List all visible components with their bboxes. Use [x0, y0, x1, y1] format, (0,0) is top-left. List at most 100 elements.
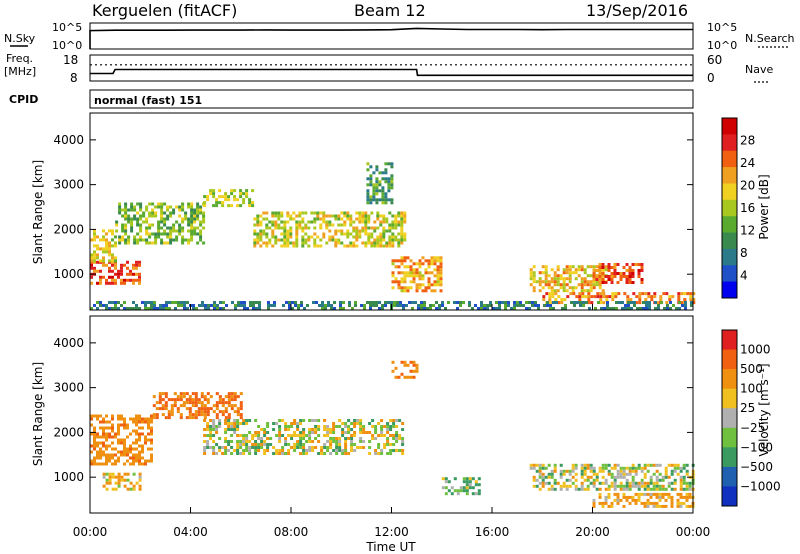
heatmap-cell — [607, 266, 611, 269]
heatmap-cell — [308, 440, 312, 443]
heatmap-cell — [102, 259, 105, 263]
heatmap-cell — [589, 475, 593, 479]
heatmap-cell — [147, 432, 150, 436]
heatmap-cell — [224, 419, 228, 422]
heatmap-cell — [93, 229, 96, 233]
heatmap-cell — [265, 235, 269, 239]
heatmap-cell — [203, 413, 207, 417]
heatmap-cell — [411, 307, 414, 310]
heatmap-cell — [102, 453, 105, 457]
heatmap-cell — [355, 232, 359, 236]
heatmap-cell — [194, 401, 198, 405]
heatmap-cell — [144, 304, 147, 307]
heatmap-cell — [239, 446, 243, 449]
heatmap-cell — [123, 420, 126, 424]
heatmap-cell — [117, 456, 120, 460]
heatmap-cell — [206, 425, 210, 428]
heatmap-cell — [368, 422, 372, 425]
heatmap-cell — [349, 223, 353, 227]
heatmap-cell — [525, 301, 528, 304]
heatmap-cell — [554, 298, 558, 302]
heatmap-cell — [367, 241, 371, 245]
heatmap-cell — [96, 269, 99, 273]
heatmap-cell — [574, 268, 578, 272]
heatmap-cell — [277, 211, 281, 215]
heatmap-cell — [375, 177, 379, 181]
heatmap-cell — [447, 480, 451, 484]
heatmap-cell — [622, 266, 626, 269]
heatmap-cell — [670, 501, 674, 505]
heatmap-cell — [433, 268, 437, 272]
heatmap-cell — [206, 410, 210, 414]
heatmap-cell — [204, 307, 207, 310]
heatmap-cell — [278, 452, 282, 455]
heatmap-cell — [182, 395, 186, 399]
heatmap-cell — [435, 301, 438, 304]
heatmap-cell — [90, 259, 93, 263]
heatmap-cell — [187, 205, 191, 209]
heatmap-cell — [209, 419, 213, 422]
heatmap-cell — [610, 484, 614, 488]
heatmap-cell — [123, 478, 127, 482]
heatmap-cell — [316, 244, 320, 248]
heatmap-cell — [268, 226, 272, 230]
heatmap-cell — [401, 428, 405, 431]
heatmap-cell — [99, 269, 102, 273]
heatmap-cell — [358, 232, 362, 236]
heatmap-cell — [646, 501, 650, 505]
heatmap-cell — [227, 416, 231, 420]
heatmap-cell — [642, 307, 645, 310]
heatmap-cell — [190, 238, 194, 242]
heatmap-cell — [224, 416, 228, 420]
heatmap-cell — [111, 232, 114, 236]
heatmap-cell — [411, 301, 414, 304]
heatmap-cell — [559, 469, 563, 473]
heatmap-cell — [574, 277, 578, 281]
heatmap-cell — [634, 501, 638, 505]
heatmap-cell — [308, 446, 312, 449]
heatmap-cell — [317, 434, 321, 437]
heatmap-cell — [616, 492, 620, 496]
heatmap-cell — [236, 449, 240, 452]
colorbar-swatch — [722, 232, 737, 250]
heatmap-cell — [249, 304, 252, 307]
heatmap-cell — [193, 211, 197, 215]
heatmap-cell — [319, 217, 323, 221]
heatmap-cell — [391, 214, 395, 218]
heatmap-cell — [409, 271, 413, 275]
heatmap-cell — [586, 487, 590, 491]
heatmap-cell — [682, 466, 686, 470]
heatmap-cell — [123, 426, 126, 430]
heatmap-cell — [673, 487, 677, 491]
heatmap-cell — [233, 428, 237, 431]
heatmap-cell — [117, 441, 120, 445]
heatmap-cell — [99, 420, 102, 424]
heatmap-cell — [562, 268, 566, 272]
heatmap-cell — [640, 266, 644, 269]
heatmap-cell — [391, 223, 395, 227]
heatmap-cell — [622, 487, 626, 491]
colorbar-swatch — [722, 183, 737, 201]
heatmap-cell — [152, 413, 156, 417]
heatmap-cell — [423, 307, 426, 310]
heatmap-cell — [608, 295, 612, 299]
heatmap-cell — [590, 301, 594, 305]
heatmap-cell — [644, 292, 648, 296]
heatmap-cell — [547, 274, 551, 278]
heatmap-cell — [541, 484, 545, 488]
heatmap-cell — [415, 369, 419, 373]
heatmap-cell — [299, 452, 303, 455]
heatmap-cell — [556, 277, 560, 281]
heatmap-cell — [136, 238, 140, 242]
colorbar-tick-label: 24 — [740, 156, 755, 170]
heatmap-cell — [544, 280, 548, 284]
heatmap-cell — [556, 274, 560, 278]
heatmap-cell — [212, 410, 216, 414]
heatmap-cell — [552, 307, 555, 310]
heatmap-cell — [266, 446, 270, 449]
heatmap-cell — [625, 498, 629, 502]
heatmap-cell — [631, 484, 635, 488]
heatmap-cell — [169, 238, 173, 242]
heatmap-cell — [141, 420, 144, 424]
heatmap-cell — [135, 481, 139, 485]
